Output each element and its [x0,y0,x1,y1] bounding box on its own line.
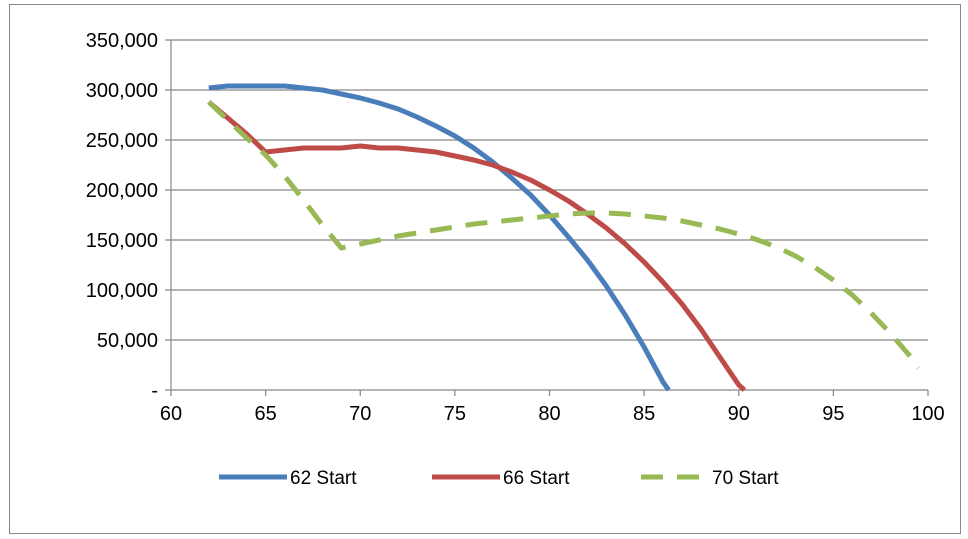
legend-label: 62 Start [290,468,357,489]
gridlines [171,39,928,341]
legend: 62 Start 66 Start 70 Start [219,468,779,489]
x-tick-label: 95 [822,403,844,425]
x-tick-label: 100 [911,403,944,425]
legend-label: 70 Start [712,468,779,489]
x-tick-label: 80 [538,403,560,425]
y-tick-label: 200,000 [86,180,158,202]
y-tick-label: 150,000 [86,230,158,252]
x-tick-label: 60 [160,403,182,425]
x-tick-label: 65 [255,403,277,425]
y-tick-label: 300,000 [86,80,158,102]
y-tick-label: 100,000 [86,280,158,302]
series-line-66-start [207,100,747,392]
x-tick-label: 70 [349,403,371,425]
y-tick-label: 50,000 [97,330,158,352]
y-tick-label: 350,000 [86,30,158,52]
series-lines [207,83,921,392]
chart-frame [9,4,961,534]
series-line-62-start [208,83,671,392]
x-tick-label: 90 [728,403,750,425]
axes: - 50,000 100,000 150,000 200,000 250,000 300,0… [86,30,945,425]
y-tick-label: - [151,380,158,402]
x-tick-label: 75 [444,403,466,425]
legend-label: 66 Start [503,468,570,489]
y-tick-label: 250,000 [86,130,158,152]
x-tick-label: 85 [633,403,655,425]
